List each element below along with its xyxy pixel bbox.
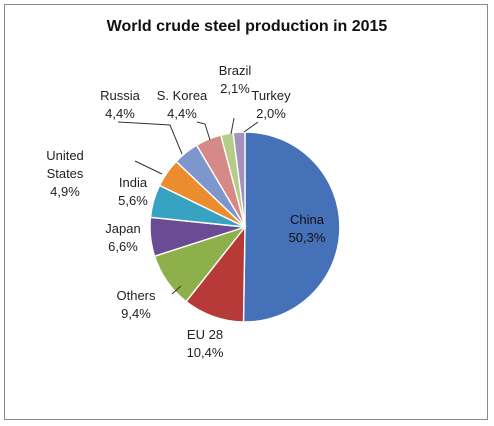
slice-label-6: Russia 4,4% [100, 88, 141, 121]
slice-label-4: India 5,6% [118, 175, 148, 208]
slice-label-8: Brazil 2,1% [219, 63, 252, 96]
pie-slices [149, 131, 341, 323]
leader-lines [117, 117, 259, 295]
slice-label-2: Others 9,4% [116, 288, 156, 321]
leader-line-6 [117, 121, 183, 155]
slice-label-3: Japan 6,6% [105, 221, 140, 254]
slice-label-0: China 50,3% [289, 212, 326, 245]
slice-label-7: S. Korea 4,4% [157, 88, 208, 121]
slice-labels: China 50,3% EU 28 10,4% Others 9,4% Japan 6,6% I… [46, 63, 326, 360]
pie-slice-china [242, 131, 341, 323]
leader-line-7 [196, 121, 211, 141]
leader-line-2 [171, 285, 182, 295]
pie-slice-turkey [232, 131, 246, 228]
leader-line-5 [134, 160, 163, 175]
slice-label-9: Turkey 2,0% [251, 88, 291, 121]
leader-line-8 [230, 117, 235, 135]
slice-label-5: United States 4,9% [46, 148, 84, 199]
slice-label-1: EU 28 10,4% [187, 327, 224, 360]
leader-line-9 [243, 121, 259, 133]
chart-title: World crude steel production in 2015 [107, 18, 388, 35]
